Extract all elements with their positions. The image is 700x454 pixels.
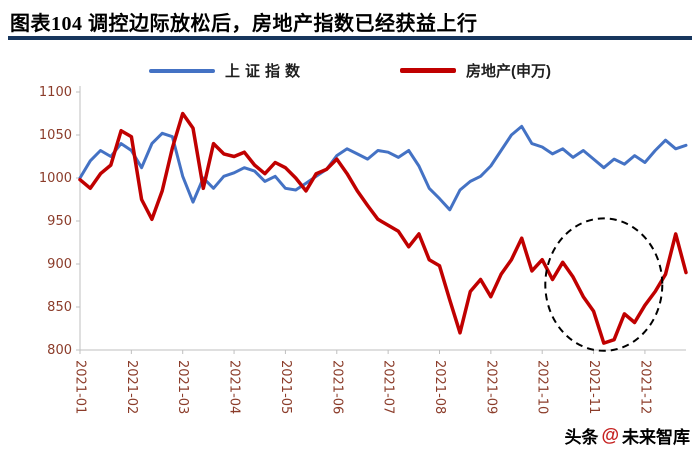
series-line-0 <box>78 124 688 212</box>
x-axis-label: 2021-03 <box>175 360 190 414</box>
x-axis-label: 2021-08 <box>432 360 447 414</box>
x-axis-label: 2021-02 <box>124 360 139 414</box>
x-axis-label: 2021-04 <box>227 360 242 414</box>
y-axis-label: 1050 <box>39 128 72 143</box>
brand-logo-icon: @ <box>601 425 619 445</box>
series-line-1 <box>78 111 688 345</box>
x-axis-label: 2021-06 <box>329 360 344 414</box>
x-axis-label: 2021-05 <box>278 360 293 414</box>
legend-line-red <box>400 68 456 73</box>
x-axis-label: 2021-12 <box>637 360 652 414</box>
x-axis-label: 2021-01 <box>73 360 88 414</box>
legend-label-shanghai-index: 上证指数 <box>224 63 305 80</box>
legend-item-real-estate: 房地产(申万) <box>400 60 551 81</box>
x-axis-label: 2021-07 <box>381 360 396 414</box>
chart-legend: 上证指数 房地产(申万) <box>0 60 700 81</box>
y-axis-label: 900 <box>47 257 72 272</box>
watermark-prefix: 头条 <box>564 428 599 447</box>
x-axis-label: 2021-10 <box>535 360 550 414</box>
x-axis-label: 2021-09 <box>483 360 498 414</box>
highlight-ellipse <box>544 217 664 352</box>
legend-line-blue <box>148 68 215 73</box>
y-axis-label: 800 <box>47 343 72 358</box>
watermark-brand: 未来智库 <box>622 428 690 447</box>
figure-title: 图表104 调控边际放松后，房地产指数已经获益上行 <box>10 13 478 35</box>
y-axis-label: 1100 <box>39 85 72 100</box>
y-axis-label: 950 <box>47 214 72 229</box>
legend-item-shanghai-index: 上证指数 <box>148 60 305 81</box>
y-axis-label: 1000 <box>39 171 72 186</box>
legend-label-real-estate: 房地产(申万) <box>466 63 551 80</box>
watermark: 头条 @ 未来智库 <box>564 423 690 448</box>
y-axis-label: 850 <box>47 300 72 315</box>
title-divider <box>8 36 692 40</box>
x-axis-label: 2021-11 <box>586 360 601 414</box>
